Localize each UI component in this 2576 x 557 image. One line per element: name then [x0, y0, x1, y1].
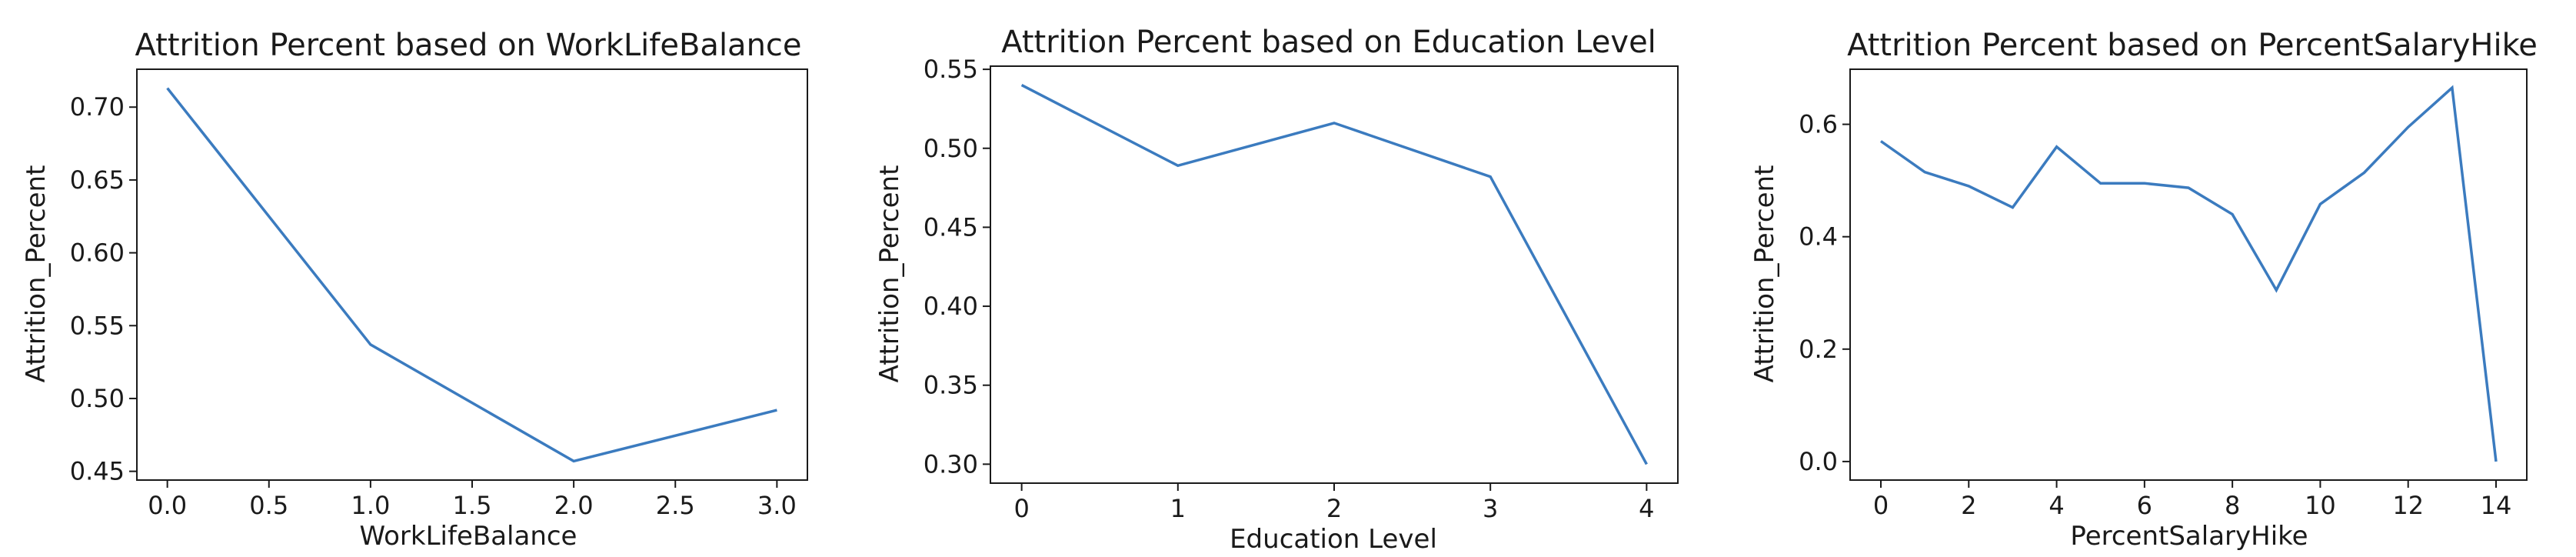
x-tick-label: 14: [2481, 491, 2512, 520]
y-tick-label: 0.2: [1799, 335, 1838, 364]
x-tick-label: 4: [2048, 491, 2064, 520]
x-axis-label: PercentSalaryHike: [2070, 521, 2308, 552]
plot-frame: [990, 65, 1679, 484]
y-tick-label: 0.0: [1799, 447, 1838, 476]
y-tick-label: 0.55: [70, 311, 125, 340]
tick-group: 0 1 2 3 4 0.30 0.35 0.40 0.45 0.50 0.55: [924, 55, 1655, 523]
y-tick-label: 0.70: [70, 92, 125, 122]
y-tick-label: 0.50: [924, 134, 978, 163]
chart-education-level: Attrition Percent based on Education Lev…: [874, 25, 1679, 555]
series-group: [166, 87, 777, 463]
x-tick-label: 0: [1873, 491, 1889, 520]
x-tick-label: 10: [2305, 491, 2336, 520]
tick-group: 0.0 0.5 1.0 1.5 2.0 2.5 3.0 0.45 0.50 0.55 0.60 0.6…: [70, 92, 797, 520]
x-tick-label: 2: [1326, 494, 1342, 523]
y-tick-label: 0.45: [924, 212, 978, 242]
series-line: [1879, 85, 2498, 462]
x-tick-label: 1.5: [453, 491, 492, 520]
y-tick-label: 0.6: [1799, 110, 1838, 139]
y-axis-label: Attrition_Percent: [21, 165, 52, 383]
chart-title: Attrition Percent based on WorkLifeBalan…: [135, 28, 801, 63]
y-tick-label: 0.55: [924, 55, 978, 84]
chart-percent-salary-hike: Attrition Percent based on PercentSalary…: [1749, 28, 2538, 552]
x-tick-label: 6: [2137, 491, 2152, 520]
x-tick-label: 2.5: [656, 491, 695, 520]
x-tick-label: 2.0: [554, 491, 594, 520]
x-tick-label: 3: [1483, 494, 1498, 523]
plot-frame: [136, 68, 808, 481]
series-group: [1879, 85, 2498, 462]
series-line: [166, 87, 777, 463]
y-tick-label: 0.50: [70, 384, 125, 413]
y-axis-label: Attrition_Percent: [874, 165, 905, 383]
chart-title: Attrition Percent based on Education Lev…: [1001, 25, 1656, 60]
x-tick-label: 12: [2392, 491, 2424, 520]
x-tick-label: 0: [1013, 494, 1029, 523]
plot-frame: [1849, 68, 2528, 481]
x-tick-label: 0.0: [148, 491, 187, 520]
y-tick-label: 0.40: [924, 292, 978, 321]
y-axis-label: Attrition_Percent: [1749, 165, 1780, 383]
y-tick-label: 0.30: [924, 449, 978, 479]
series-group: [1020, 84, 1648, 465]
chart-worklifebalance: Attrition Percent based on WorkLifeBalan…: [21, 28, 808, 552]
y-tick-label: 0.35: [924, 371, 978, 400]
tick-group: 0 2 4 6 8 10 12 14 0.0 0.2 0.4 0.6: [1799, 110, 2511, 520]
y-tick-label: 0.4: [1799, 222, 1838, 252]
x-tick-label: 8: [2225, 491, 2240, 520]
x-tick-label: 3.0: [757, 491, 797, 520]
y-tick-label: 0.65: [70, 165, 125, 195]
x-tick-label: 0.5: [249, 491, 288, 520]
x-axis-label: Education Level: [1230, 524, 1437, 555]
y-tick-label: 0.45: [70, 457, 125, 486]
series-line: [1020, 84, 1648, 465]
chart-title: Attrition Percent based on PercentSalary…: [1847, 28, 2538, 63]
y-tick-label: 0.60: [70, 238, 125, 268]
x-tick-label: 4: [1639, 494, 1654, 523]
x-tick-label: 1: [1170, 494, 1186, 523]
x-tick-label: 2: [1961, 491, 1976, 520]
x-axis-label: WorkLifeBalance: [360, 521, 577, 552]
x-tick-label: 1.0: [351, 491, 390, 520]
